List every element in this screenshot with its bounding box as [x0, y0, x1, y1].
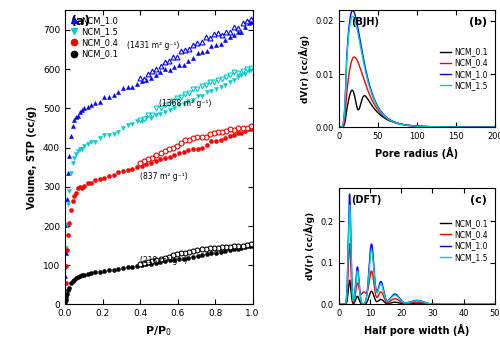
- NCM_0.4: [406, 123, 411, 127]
- Line: NCM_1.0: NCM_1.0: [340, 10, 495, 127]
- NCM_1.0: [352, 281, 358, 285]
- NCM_0.4: [346, 242, 352, 246]
- NCM_1.0: [336, 302, 342, 307]
- NCM_1.5: [346, 203, 352, 207]
- NCM_1.0: [346, 192, 352, 196]
- Y-axis label: dV(r) (cc/Å/g): dV(r) (cc/Å/g): [304, 212, 315, 280]
- NCM_1.0: [406, 123, 411, 127]
- NCM_0.4: [337, 125, 343, 129]
- NCM_0.4: [400, 122, 406, 127]
- NCM_1.0: [350, 8, 356, 12]
- NCM_0.4: [492, 302, 498, 307]
- NCM_1.5: [405, 301, 411, 305]
- Line: NCM_0.1: NCM_0.1: [340, 280, 495, 304]
- NCM_1.5: [350, 14, 356, 18]
- NCM_0.4: [458, 302, 464, 307]
- NCM_0.1: [400, 122, 406, 127]
- NCM_1.5: [400, 122, 406, 127]
- NCM_0.1: [460, 302, 466, 307]
- NCM_1.5: [458, 125, 464, 129]
- NCM_1.5: [337, 125, 343, 129]
- NCM_1.5: [353, 22, 359, 27]
- NCM_1.5: [406, 124, 411, 128]
- Text: (1431 m² g⁻¹): (1431 m² g⁻¹): [127, 40, 180, 49]
- NCM_1.0: [492, 125, 498, 129]
- Y-axis label: dV(r) (cc/Å/g): dV(r) (cc/Å/g): [299, 35, 310, 103]
- Text: (BJH): (BJH): [351, 17, 379, 27]
- Text: (b): (b): [469, 17, 487, 27]
- NCM_0.1: [444, 302, 450, 307]
- NCM_1.5: [461, 125, 467, 129]
- NCM_1.0: [458, 302, 464, 307]
- NCM_1.5: [352, 283, 358, 287]
- NCM_0.1: [444, 125, 450, 129]
- Text: (218 m² g⁻¹): (218 m² g⁻¹): [140, 256, 188, 265]
- NCM_0.1: [458, 125, 464, 129]
- Legend: NCM_0.1, NCM_0.4, NCM_1.0, NCM_1.5: NCM_0.1, NCM_0.4, NCM_1.0, NCM_1.5: [437, 44, 491, 93]
- NCM_0.1: [400, 302, 406, 306]
- NCM_0.4: [461, 125, 467, 129]
- NCM_1.5: [444, 302, 450, 307]
- NCM_0.1: [336, 302, 342, 307]
- Text: (1368 m² g⁻¹): (1368 m² g⁻¹): [159, 99, 211, 108]
- NCM_0.4: [400, 301, 406, 305]
- NCM_1.5: [492, 125, 498, 129]
- NCM_1.0: [461, 125, 467, 129]
- NCM_0.4: [460, 302, 466, 307]
- NCM_0.1: [492, 302, 498, 307]
- NCM_0.4: [336, 302, 342, 307]
- NCM_1.5: [336, 302, 342, 307]
- NCM_1.0: [444, 125, 450, 129]
- NCM_0.1: [461, 125, 467, 129]
- NCM_0.4: [444, 302, 450, 307]
- NCM_0.1: [406, 123, 411, 127]
- X-axis label: Pore radius (Å): Pore radius (Å): [376, 146, 458, 158]
- NCM_1.0: [337, 125, 343, 129]
- NCM_1.5: [460, 302, 466, 307]
- Y-axis label: Volume, STP (cc/g): Volume, STP (cc/g): [28, 106, 38, 209]
- Line: NCM_0.4: NCM_0.4: [340, 244, 495, 304]
- NCM_0.4: [458, 125, 464, 129]
- NCM_0.4: [353, 56, 359, 61]
- NCM_1.5: [492, 302, 498, 307]
- X-axis label: Half pore width (Å): Half pore width (Å): [364, 324, 470, 336]
- NCM_1.0: [353, 17, 359, 21]
- NCM_0.1: [352, 298, 358, 302]
- Line: NCM_1.0: NCM_1.0: [340, 194, 495, 304]
- NCM_0.1: [492, 125, 498, 129]
- Line: NCM_0.1: NCM_0.1: [340, 90, 495, 127]
- NCM_1.5: [400, 300, 406, 304]
- NCM_0.1: [337, 125, 343, 129]
- NCM_0.1: [405, 302, 411, 306]
- NCM_0.4: [352, 290, 358, 294]
- Line: NCM_0.4: NCM_0.4: [340, 57, 495, 127]
- NCM_1.5: [444, 125, 450, 129]
- NCM_0.1: [349, 88, 355, 92]
- Line: NCM_1.5: NCM_1.5: [340, 205, 495, 304]
- Text: (837 m² g⁻¹): (837 m² g⁻¹): [140, 172, 188, 181]
- NCM_1.0: [444, 302, 450, 307]
- NCM_0.1: [346, 278, 352, 282]
- NCM_0.1: [458, 302, 464, 307]
- NCM_1.0: [405, 300, 411, 304]
- NCM_1.0: [458, 125, 464, 129]
- Text: (DFT): (DFT): [351, 195, 382, 205]
- NCM_0.4: [405, 301, 411, 306]
- NCM_1.0: [460, 302, 466, 307]
- NCM_0.4: [492, 125, 498, 129]
- Text: (a): (a): [70, 15, 91, 28]
- Legend: NCM_1.0, NCM_1.5, NCM_0.4, NCM_0.1: NCM_1.0, NCM_1.5, NCM_0.4, NCM_0.1: [69, 15, 119, 60]
- Text: (c): (c): [470, 195, 487, 205]
- Line: NCM_1.5: NCM_1.5: [340, 16, 495, 127]
- NCM_1.0: [400, 122, 406, 127]
- NCM_0.4: [444, 125, 450, 129]
- NCM_0.1: [353, 102, 359, 106]
- NCM_1.0: [400, 300, 406, 304]
- NCM_1.5: [458, 302, 464, 307]
- Legend: NCM_0.1, NCM_0.4, NCM_1.0, NCM_1.5: NCM_0.1, NCM_0.4, NCM_1.0, NCM_1.5: [437, 216, 491, 265]
- NCM_1.0: [492, 302, 498, 307]
- X-axis label: P/P$_0$: P/P$_0$: [146, 324, 172, 338]
- NCM_0.4: [352, 55, 358, 59]
